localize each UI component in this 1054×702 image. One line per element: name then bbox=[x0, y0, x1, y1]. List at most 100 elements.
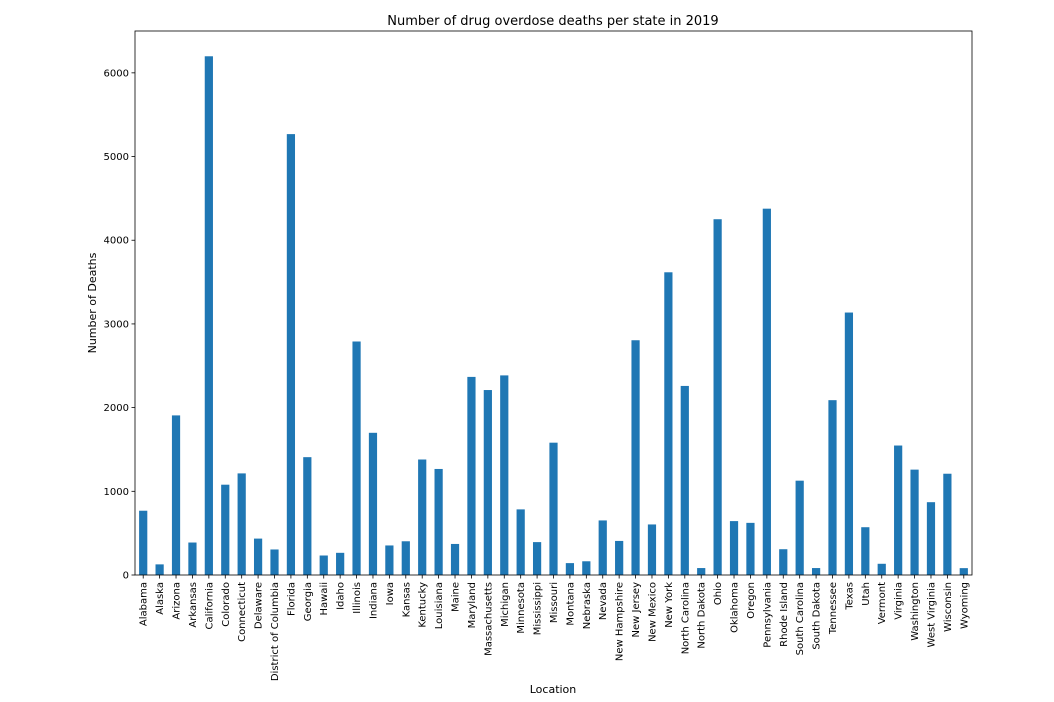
bar-south-carolina bbox=[795, 480, 804, 575]
y-axis-label: Number of Deaths bbox=[86, 252, 99, 353]
bar-colorado bbox=[221, 484, 230, 575]
x-tick-label: Kentucky bbox=[418, 582, 429, 628]
bar-louisiana bbox=[434, 468, 443, 575]
bar-kentucky bbox=[418, 459, 427, 575]
x-tick-label: Vermont bbox=[877, 582, 888, 624]
y-tick-label: 4000 bbox=[104, 236, 129, 247]
x-axis-label: Location bbox=[530, 683, 577, 696]
x-tick-label: Missouri bbox=[549, 582, 560, 623]
bar-ohio bbox=[713, 219, 722, 575]
bar-california bbox=[204, 56, 213, 575]
bar-texas bbox=[844, 312, 854, 575]
y-tick-label: 0 bbox=[123, 571, 129, 582]
y-axis-ticks: 0 1000 2000 3000 4000 5000 6000 bbox=[104, 68, 135, 582]
y-tick-label: 6000 bbox=[104, 68, 129, 79]
x-tick-label: New Mexico bbox=[647, 582, 658, 642]
bar-south-dakota bbox=[811, 568, 821, 575]
bar-missouri bbox=[549, 442, 558, 575]
x-tick-label: North Carolina bbox=[680, 582, 691, 654]
bar-indiana bbox=[368, 432, 378, 575]
y-tick-label: 3000 bbox=[104, 319, 129, 330]
x-tick-label: Connecticut bbox=[237, 582, 248, 642]
bar-north-dakota bbox=[697, 568, 706, 575]
x-tick-label: Michigan bbox=[500, 582, 511, 627]
x-tick-label: Hawaii bbox=[319, 582, 330, 616]
x-tick-label: District of Columbia bbox=[270, 582, 281, 681]
x-tick-label: Wyoming bbox=[959, 582, 970, 629]
x-tick-label: Maine bbox=[451, 582, 462, 612]
x-tick-label: Maryland bbox=[467, 582, 478, 628]
bar-maine bbox=[450, 543, 460, 575]
x-tick-label: Louisiana bbox=[434, 582, 445, 629]
x-tick-label: Utah bbox=[861, 582, 872, 606]
bar-north-carolina bbox=[680, 385, 689, 575]
bar-idaho bbox=[336, 552, 345, 575]
bar-new-jersey bbox=[631, 340, 640, 575]
bar-new-mexico bbox=[647, 524, 657, 575]
x-tick-label: Nebraska bbox=[582, 582, 593, 629]
x-tick-label: Florida bbox=[286, 582, 297, 616]
x-tick-label: Iowa bbox=[385, 582, 396, 605]
bar-virginia bbox=[894, 445, 903, 575]
bar-delaware bbox=[253, 538, 263, 575]
bar-illinois bbox=[352, 341, 361, 575]
x-tick-label: Wisconsin bbox=[943, 582, 954, 632]
x-tick-label: Pennsylvania bbox=[762, 582, 773, 648]
bar-minnesota bbox=[516, 509, 525, 575]
bar-tennessee bbox=[828, 400, 837, 575]
x-tick-label: Alabama bbox=[139, 582, 150, 626]
bar-mississippi bbox=[532, 542, 542, 575]
x-tick-label: Illinois bbox=[352, 582, 363, 614]
x-tick-label: Oklahoma bbox=[730, 582, 741, 633]
bar-rhode-island bbox=[779, 549, 788, 575]
x-tick-label: South Carolina bbox=[795, 582, 806, 655]
bar-wyoming bbox=[959, 568, 968, 575]
bar-vermont bbox=[877, 563, 886, 575]
x-axis-ticks: Alabama Alaska Arizona Arkansas California Co… bbox=[139, 575, 970, 681]
bar-maryland bbox=[467, 376, 476, 575]
x-tick-label: Arkansas bbox=[188, 582, 199, 628]
bar-georgia bbox=[303, 457, 312, 575]
bar-florida bbox=[286, 134, 296, 575]
bar-new-hampshire bbox=[615, 540, 624, 575]
x-tick-label: South Dakota bbox=[812, 582, 823, 650]
y-tick-label: 5000 bbox=[104, 152, 129, 163]
bar-michigan bbox=[500, 375, 509, 575]
x-tick-label: Idaho bbox=[336, 582, 347, 610]
bar-utah bbox=[861, 527, 870, 575]
x-tick-label: Minnesota bbox=[516, 582, 527, 634]
x-tick-label: New York bbox=[664, 582, 675, 628]
x-tick-label: Arizona bbox=[172, 582, 183, 620]
y-tick-label: 1000 bbox=[104, 487, 129, 498]
bar-west-virginia bbox=[926, 502, 936, 575]
y-tick-label: 2000 bbox=[104, 403, 129, 414]
plot-frame bbox=[134, 30, 973, 576]
bar-wisconsin bbox=[943, 473, 952, 575]
bar-district-of-columbia bbox=[270, 549, 279, 575]
bar-arizona bbox=[171, 415, 181, 575]
x-tick-label: Montana bbox=[565, 582, 576, 626]
x-tick-label: West Virginia bbox=[926, 582, 937, 647]
x-tick-label: California bbox=[204, 582, 215, 630]
x-tick-label: Nevada bbox=[598, 582, 609, 620]
bar-oklahoma bbox=[729, 521, 739, 575]
x-tick-label: Massachusetts bbox=[483, 582, 494, 656]
bar-washington bbox=[910, 469, 919, 575]
x-tick-label: Tennessee bbox=[828, 582, 839, 635]
x-tick-label: Georgia bbox=[303, 582, 314, 621]
x-tick-label: Ohio bbox=[713, 582, 724, 605]
bar-arkansas bbox=[188, 542, 197, 575]
x-tick-label: Alaska bbox=[155, 582, 166, 615]
bar-nebraska bbox=[582, 561, 591, 575]
x-tick-label: Rhode Island bbox=[779, 582, 790, 647]
x-tick-label: Indiana bbox=[368, 582, 379, 619]
bar-connecticut bbox=[237, 473, 246, 575]
bar-kansas bbox=[401, 541, 410, 575]
x-tick-label: Virginia bbox=[894, 582, 905, 620]
bar-hawaii bbox=[319, 555, 328, 575]
x-tick-label: Oregon bbox=[746, 582, 757, 619]
x-tick-label: Mississippi bbox=[533, 582, 544, 635]
bar-alaska bbox=[155, 564, 164, 575]
bar-new-york bbox=[664, 272, 673, 575]
